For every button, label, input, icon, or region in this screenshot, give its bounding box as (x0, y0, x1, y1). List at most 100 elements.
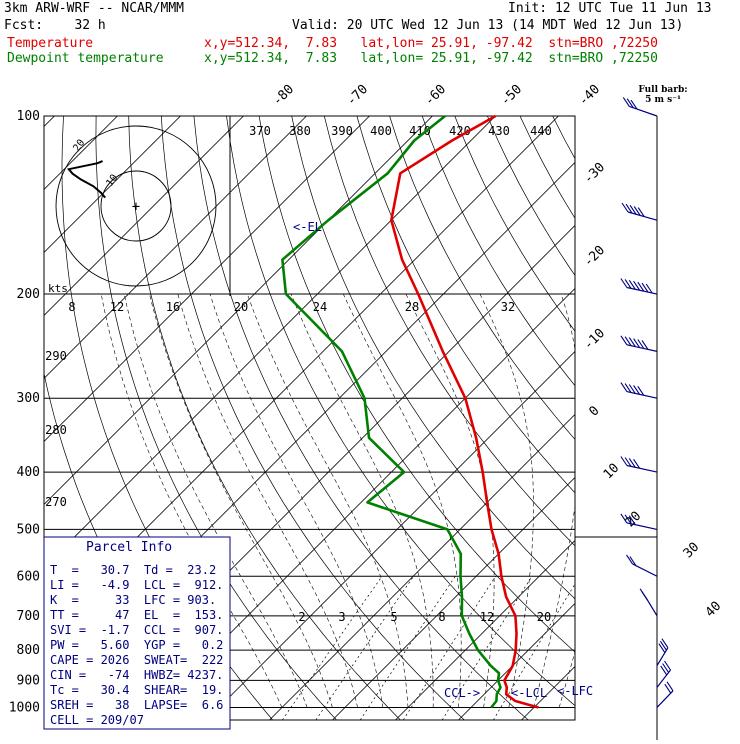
isotherm-line (44, 116, 307, 380)
wind-barb-flag (641, 590, 649, 601)
pressure-tick-label: 600 (17, 569, 40, 584)
isotherm-line (44, 116, 370, 443)
theta-label: 270 (45, 495, 67, 509)
parcel-row: CIN = -74 HWBZ= 4237. (50, 668, 224, 682)
wind-barb-flag (662, 663, 670, 673)
pressure-tick-label: 800 (17, 643, 40, 658)
dry-adiabat-line (421, 116, 575, 387)
wind-barb-flag (624, 514, 632, 525)
isotherm-line (332, 476, 575, 720)
wind-barb-flag (620, 335, 628, 346)
wind-barb-flag (628, 279, 636, 290)
moist-adiabat-line (533, 293, 575, 708)
hodograph-unit-label: kts (48, 282, 68, 295)
wind-barb-flag (637, 207, 645, 217)
wind-barb-flag (630, 99, 638, 110)
dry-adiabat-line (618, 116, 740, 720)
pressure-tick-label: 200 (17, 287, 40, 302)
wind-barb-flag (633, 280, 641, 291)
wind-barb-flag (659, 640, 667, 651)
wind-barb-flag (645, 283, 653, 294)
parcel-row: CELL = 209/07 (50, 713, 144, 727)
wind-barb-flag (633, 458, 641, 469)
wind-barb-flag (624, 383, 632, 393)
barb-note-line1: Full barb: (638, 85, 688, 95)
wind-barb-flag (664, 660, 671, 671)
wind-barb-flag (664, 683, 672, 694)
isotherm-line (143, 287, 575, 720)
dry-adiabat-line (552, 116, 575, 160)
wind-barb-staff (629, 105, 658, 117)
wind-barb-flag (637, 385, 645, 396)
moist-adiabat-line (247, 293, 409, 708)
valid-time: Valid: 20 UTC Wed 12 Jun 13 (14 MDT Wed … (292, 18, 684, 33)
parcel-panel-frame (43, 536, 231, 730)
wind-barb-flag (633, 206, 641, 216)
isotherm-line (44, 116, 496, 569)
wind-barb-flag (666, 681, 674, 692)
wind-barb-flag (628, 384, 636, 394)
mixing-ratio-line (315, 576, 414, 720)
wind-barb-flag (625, 203, 633, 214)
parcel-row: LI = -4.9 LCL = 912. (50, 578, 224, 592)
parcel-row: SVI = -1.7 CCL = 907. (50, 623, 224, 637)
wind-scale-label: 20 (234, 300, 248, 314)
dry-adiabat-line (226, 116, 575, 707)
isotherm-tick-label: 0 (586, 403, 602, 419)
wind-barb-flag (620, 456, 628, 466)
wind-barb-flag (660, 665, 668, 676)
moist-adiabat-line (343, 293, 462, 708)
wind-barb-staff (626, 391, 658, 399)
wind-barb-staff (645, 597, 658, 617)
isotherm-tick-label: -50 (498, 82, 525, 109)
wind-barb-flag (641, 340, 649, 350)
temperature-legend-label: Temperature (7, 36, 94, 51)
wind-barb-flag (624, 336, 632, 347)
isotherm-line (206, 350, 575, 720)
isotherm-tick-label: 40 (703, 599, 725, 621)
wind-barb-staff (656, 669, 671, 688)
moist-adiabat-line (558, 650, 575, 708)
wind-barb-flag (620, 513, 628, 524)
temperature-profile (390, 114, 539, 709)
theta-label: 390 (331, 124, 353, 138)
wind-barb-flag (633, 385, 641, 395)
hodograph-trace (66, 160, 106, 199)
wind-barb-flag (622, 97, 630, 107)
forecast-hour: Fcst: 32 h (4, 18, 106, 33)
hodograph-ring (100, 170, 172, 242)
theta-label: 410 (409, 124, 431, 138)
wind-barb-flag (628, 337, 636, 347)
theta-label: 400 (370, 124, 392, 138)
mixing-ratio-line (282, 576, 383, 720)
wind-barb-staff (656, 647, 669, 667)
parcel-row: K = 33 LFC = 903. (50, 593, 217, 607)
ccl-marker: CCL-> (444, 686, 480, 700)
isotherm-line (44, 116, 181, 254)
wind-scale-label: 16 (166, 300, 180, 314)
lcl-marker: <-LCL (511, 686, 547, 700)
mixing-ratio-label: 2 (298, 610, 305, 624)
dry-adiabat-line (258, 116, 575, 653)
dry-adiabat-line (519, 116, 575, 219)
isotherm-tick-label: -20 (581, 243, 608, 270)
pressure-tick-label: 300 (17, 391, 40, 406)
dewpoint-legend-info: x,y=512.34, 7.83 lat,lon= 25.91, -97.42 … (204, 51, 658, 66)
isotherm-tick-label: 30 (681, 540, 703, 562)
wind-barb-flag (658, 643, 666, 654)
mixing-ratio-label: 3 (338, 610, 345, 624)
parcel-row: Tc = 30.4 SHEAR= 19. (50, 683, 224, 697)
isotherm-line (647, 116, 740, 720)
moist-adiabat-line (405, 293, 495, 708)
wind-barb-staff (626, 344, 658, 352)
wind-barb-flag (624, 279, 632, 289)
wind-scale-label: 12 (110, 300, 124, 314)
wind-barb-flag (620, 382, 628, 392)
wind-scale-label: 28 (405, 300, 419, 314)
wind-barb-staff (626, 522, 658, 531)
plot-frame (43, 115, 576, 721)
temperature-legend-info: x,y=512.34, 7.83 lat,lon= 25.91, -97.42 … (204, 36, 658, 51)
moist-adiabat-line (479, 293, 534, 708)
barb-scale-note: Full barb: 5 m s⁻¹ (628, 85, 698, 105)
